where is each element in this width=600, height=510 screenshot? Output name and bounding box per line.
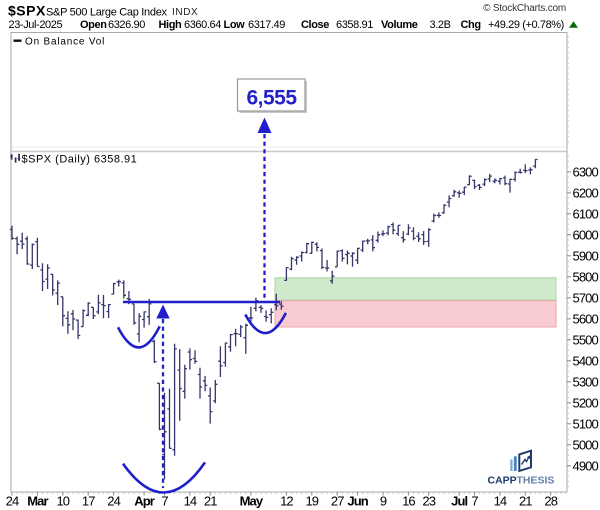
svg-text:6358.91: 6358.91	[336, 19, 373, 31]
svg-text:6100: 6100	[573, 207, 599, 222]
svg-text:INDX: INDX	[172, 7, 198, 18]
svg-text:5000: 5000	[573, 438, 599, 453]
svg-text:CAPP: CAPP	[488, 475, 517, 487]
svg-text:5700: 5700	[573, 291, 599, 306]
svg-text:Chg: Chg	[461, 19, 481, 31]
svg-text:6300: 6300	[573, 165, 599, 180]
svg-text:Low: Low	[224, 19, 246, 31]
svg-text:23-Jul-2025: 23-Jul-2025	[9, 19, 63, 31]
svg-text:24: 24	[6, 494, 19, 509]
svg-text:Close: Close	[301, 19, 329, 31]
svg-text:$SPX (Daily) 6358.91: $SPX (Daily) 6358.91	[22, 154, 138, 166]
svg-text:10: 10	[56, 494, 69, 509]
svg-text:12: 12	[280, 494, 293, 509]
svg-text:14: 14	[494, 494, 507, 509]
svg-text:5100: 5100	[573, 417, 599, 432]
svg-text:27: 27	[331, 494, 344, 509]
svg-text:Apr: Apr	[134, 494, 155, 509]
svg-text:4900: 4900	[573, 459, 599, 474]
svg-text:On Balance Vol: On Balance Vol	[25, 37, 105, 48]
svg-text:14: 14	[184, 494, 197, 509]
svg-text:17: 17	[82, 494, 95, 509]
svg-text:High: High	[159, 19, 183, 31]
svg-text:19: 19	[305, 494, 318, 509]
svg-text:Volume: Volume	[381, 19, 418, 31]
svg-text:$SPX: $SPX	[8, 3, 46, 19]
svg-text:6326.90: 6326.90	[108, 19, 145, 31]
svg-text:24: 24	[107, 494, 120, 509]
svg-text:6,555: 6,555	[246, 87, 297, 110]
svg-text:Jul: Jul	[451, 494, 467, 509]
svg-text:Mar: Mar	[27, 494, 48, 509]
svg-text:S&P 500 Large Cap Index: S&P 500 Large Cap Index	[46, 7, 168, 19]
svg-text:6317.49: 6317.49	[248, 19, 285, 31]
svg-text:Open: Open	[80, 19, 107, 31]
svg-text:© StockCharts.com: © StockCharts.com	[483, 3, 566, 14]
svg-text:5400: 5400	[573, 354, 599, 369]
svg-text:May: May	[240, 494, 264, 509]
svg-text:5900: 5900	[573, 249, 599, 264]
svg-text:6360.64: 6360.64	[184, 19, 221, 31]
svg-text:5300: 5300	[573, 375, 599, 390]
svg-text:21: 21	[204, 494, 217, 509]
svg-text:6000: 6000	[573, 228, 599, 243]
svg-text:Jun: Jun	[347, 494, 368, 509]
svg-text:6200: 6200	[573, 186, 599, 201]
svg-text:5800: 5800	[573, 270, 599, 285]
svg-text:5200: 5200	[573, 396, 599, 411]
svg-text:5600: 5600	[573, 312, 599, 327]
svg-text:16: 16	[402, 494, 415, 509]
svg-text:23: 23	[422, 494, 435, 509]
svg-text:21: 21	[519, 494, 532, 509]
svg-text:7: 7	[471, 494, 478, 509]
svg-text:9: 9	[380, 494, 387, 509]
svg-text:+49.29 (+0.78%): +49.29 (+0.78%)	[488, 19, 564, 31]
svg-text:3.2B: 3.2B	[430, 19, 451, 31]
svg-text:5500: 5500	[573, 333, 599, 348]
svg-text:7: 7	[161, 494, 168, 509]
svg-text:28: 28	[544, 494, 557, 509]
svg-text:THESIS: THESIS	[517, 475, 555, 487]
